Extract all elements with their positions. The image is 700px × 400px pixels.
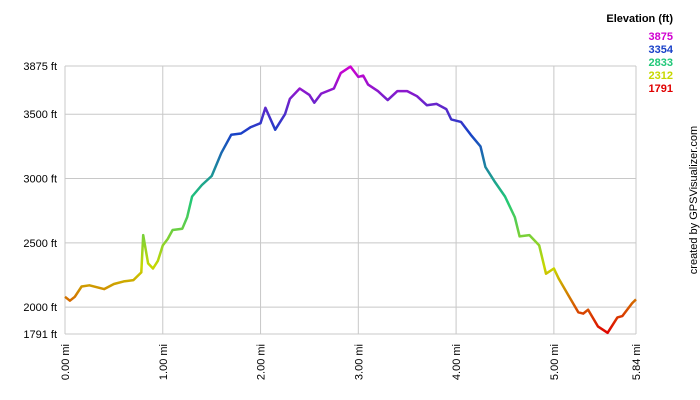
x-tick-label: 1.00 mi [158,344,170,380]
y-tick-label: 1791 ft [23,329,57,341]
x-tick-label: 4.00 mi [451,344,463,380]
elevation-line [64,65,637,335]
y-tick-label: 3000 ft [23,174,57,186]
legend-label: 2833 [649,57,673,69]
y-tick-label: 2500 ft [23,238,57,250]
legend-label: 3354 [649,44,674,56]
y-tick-label: 3875 ft [23,61,57,73]
legend-label: 3875 [649,31,673,43]
x-tick-label: 3.00 mi [353,344,365,380]
credit: created by GPSVisualizer.com [688,126,700,274]
legend-title: Elevation (ft) [606,13,673,25]
y-tick-label: 2000 ft [23,302,57,314]
legend-label: 2312 [649,70,673,82]
x-tick-label: 5.84 mi [631,344,643,380]
y-tick-label: 3500 ft [23,109,57,121]
x-tick-label: 0.00 mi [60,344,72,380]
x-tick-label: 2.00 mi [256,344,268,380]
x-tick-label: 5.00 mi [549,344,561,380]
legend-label: 1791 [649,83,673,95]
